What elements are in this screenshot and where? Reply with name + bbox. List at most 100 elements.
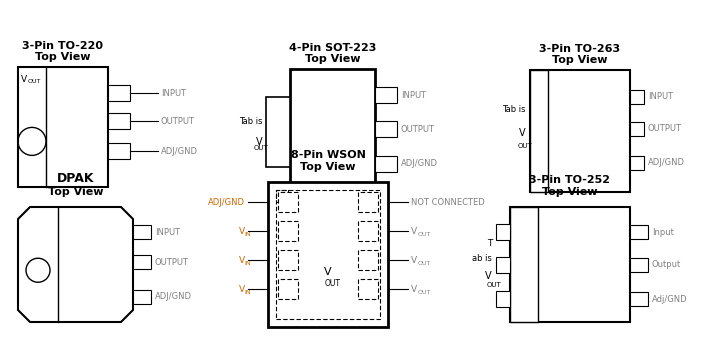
Text: Input: Input bbox=[652, 228, 674, 237]
Text: OUT: OUT bbox=[517, 143, 532, 149]
Bar bbox=[108, 86, 130, 101]
Bar bbox=[18, 67, 108, 187]
Text: Top View: Top View bbox=[36, 52, 91, 62]
Text: 8: 8 bbox=[365, 198, 371, 207]
Bar bbox=[496, 291, 510, 307]
Bar bbox=[496, 256, 510, 273]
Text: V: V bbox=[239, 256, 245, 265]
Text: 8-Pin WSON: 8-Pin WSON bbox=[291, 150, 365, 160]
Text: OUTPUT: OUTPUT bbox=[155, 258, 189, 267]
Text: OUTPUT: OUTPUT bbox=[161, 117, 195, 126]
Bar bbox=[278, 250, 298, 270]
Text: Output: Output bbox=[652, 260, 681, 269]
Text: T: T bbox=[486, 239, 492, 248]
Bar bbox=[358, 250, 378, 270]
Text: OUT: OUT bbox=[418, 232, 431, 237]
Text: V: V bbox=[485, 271, 492, 281]
Text: OUT: OUT bbox=[325, 279, 341, 288]
Bar bbox=[133, 225, 151, 239]
Text: ADJ/GND: ADJ/GND bbox=[155, 292, 192, 301]
Bar bbox=[496, 224, 510, 240]
Bar bbox=[278, 192, 298, 212]
Bar bbox=[268, 182, 388, 327]
Bar bbox=[278, 221, 298, 241]
Bar bbox=[530, 70, 548, 192]
Text: 3-Pin TO-263: 3-Pin TO-263 bbox=[539, 44, 621, 54]
Bar bbox=[510, 207, 538, 322]
Bar bbox=[276, 190, 380, 319]
Bar bbox=[290, 69, 375, 194]
Text: INPUT: INPUT bbox=[155, 228, 180, 237]
Text: V: V bbox=[519, 129, 526, 139]
Text: V: V bbox=[239, 227, 245, 236]
Text: IN: IN bbox=[244, 290, 251, 295]
Text: V: V bbox=[324, 267, 332, 277]
Bar bbox=[530, 70, 630, 192]
Text: 3: 3 bbox=[285, 256, 291, 265]
Text: DPAK: DPAK bbox=[57, 172, 94, 185]
Text: 6: 6 bbox=[365, 256, 371, 265]
Bar bbox=[358, 279, 378, 299]
Text: Adj/GND: Adj/GND bbox=[652, 294, 687, 303]
Text: Top View: Top View bbox=[552, 55, 608, 65]
Bar bbox=[133, 255, 151, 269]
Text: 3-Pin TO-252: 3-Pin TO-252 bbox=[529, 175, 610, 185]
Text: V: V bbox=[21, 75, 27, 84]
Bar bbox=[510, 207, 630, 322]
Text: ADJ/GND: ADJ/GND bbox=[401, 159, 438, 169]
Text: Tab is: Tab is bbox=[502, 105, 526, 114]
Text: OUT: OUT bbox=[486, 282, 501, 288]
Text: 2: 2 bbox=[285, 227, 291, 236]
Text: OUTPUT: OUTPUT bbox=[401, 124, 435, 133]
Text: ab is: ab is bbox=[472, 254, 492, 263]
Bar bbox=[630, 90, 644, 104]
Text: NOT CONNECTED: NOT CONNECTED bbox=[411, 198, 485, 207]
Bar bbox=[108, 113, 130, 129]
Text: V: V bbox=[239, 285, 245, 294]
Bar bbox=[278, 279, 298, 299]
Bar bbox=[276, 190, 288, 202]
Text: Top View: Top View bbox=[48, 187, 103, 197]
Bar bbox=[266, 96, 290, 167]
Text: INPUT: INPUT bbox=[161, 89, 186, 98]
Text: IN: IN bbox=[244, 232, 251, 237]
Text: 4: 4 bbox=[285, 285, 291, 294]
Text: ADJ/GND: ADJ/GND bbox=[161, 146, 198, 156]
Bar bbox=[630, 292, 648, 306]
Text: 5: 5 bbox=[365, 285, 371, 294]
Text: INPUT: INPUT bbox=[401, 91, 426, 100]
Text: ADJ/GND: ADJ/GND bbox=[648, 158, 685, 167]
Text: Top View: Top View bbox=[300, 162, 356, 172]
Text: IN: IN bbox=[244, 261, 251, 266]
Text: Top View: Top View bbox=[542, 187, 597, 197]
Text: INPUT: INPUT bbox=[648, 92, 673, 101]
Text: Top View: Top View bbox=[304, 54, 360, 64]
Text: V: V bbox=[411, 256, 417, 265]
Text: 1: 1 bbox=[285, 198, 291, 207]
Bar bbox=[630, 121, 644, 135]
Bar bbox=[358, 221, 378, 241]
Text: Tab is: Tab is bbox=[239, 117, 263, 126]
Bar bbox=[358, 192, 378, 212]
Text: OUT: OUT bbox=[418, 261, 431, 266]
Text: V: V bbox=[411, 227, 417, 236]
Text: V: V bbox=[411, 285, 417, 294]
Text: OUT: OUT bbox=[253, 145, 268, 150]
Bar bbox=[133, 290, 151, 304]
Bar bbox=[375, 87, 397, 103]
Bar bbox=[630, 225, 648, 239]
Text: OUT: OUT bbox=[418, 290, 431, 295]
Text: 3-Pin TO-220: 3-Pin TO-220 bbox=[22, 41, 104, 51]
Bar bbox=[630, 258, 648, 272]
Text: 7: 7 bbox=[365, 227, 371, 236]
Bar bbox=[375, 156, 397, 172]
Text: V: V bbox=[257, 137, 263, 147]
Text: OUT: OUT bbox=[28, 79, 41, 84]
Bar bbox=[630, 156, 644, 170]
Text: ADJ/GND: ADJ/GND bbox=[208, 198, 245, 207]
Text: OUTPUT: OUTPUT bbox=[648, 124, 682, 133]
Bar bbox=[108, 143, 130, 159]
Bar bbox=[375, 121, 397, 137]
Text: 4-Pin SOT-223: 4-Pin SOT-223 bbox=[289, 43, 376, 53]
Polygon shape bbox=[18, 207, 133, 322]
